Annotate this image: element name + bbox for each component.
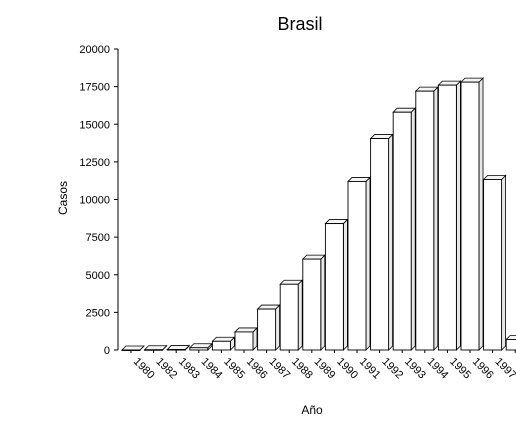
- x-tick-label: 1994: [425, 356, 451, 382]
- x-tick-label: 1988: [289, 356, 315, 382]
- bar: [369, 133, 394, 351]
- bar: [347, 176, 371, 351]
- bars-group: [121, 77, 516, 351]
- x-tick-label: 1996: [470, 356, 496, 382]
- bar-front: [415, 90, 435, 351]
- chart-title: Brasil: [277, 14, 322, 34]
- bar-top: [188, 343, 213, 349]
- x-tick-label: 1989: [312, 356, 338, 382]
- x-tick-label: 1987: [266, 356, 292, 382]
- bar: [166, 344, 191, 351]
- bar: [324, 218, 349, 351]
- bar-front: [460, 81, 480, 351]
- x-tick-label: 1990: [334, 356, 360, 382]
- bar-front: [189, 347, 209, 351]
- x-tick-label: 1993: [402, 356, 428, 382]
- bar-side: [388, 133, 394, 351]
- bar-front: [166, 349, 186, 351]
- bar-side: [320, 254, 326, 351]
- bar-top: [482, 175, 507, 180]
- bar-front: [347, 180, 367, 351]
- bar-top: [211, 336, 236, 342]
- bar-side: [501, 174, 507, 351]
- bar-side: [478, 77, 484, 351]
- bar-side: [297, 279, 303, 351]
- x-tick-label: 1982: [153, 356, 179, 382]
- bar-top: [460, 77, 484, 83]
- bar: [234, 326, 258, 351]
- y-tick-label: 12500: [79, 157, 110, 169]
- bar-side: [410, 107, 416, 351]
- bar-front: [483, 179, 503, 351]
- bar: [392, 107, 417, 351]
- bar-front: [257, 308, 277, 351]
- x-tick-label: 1997: [492, 356, 516, 382]
- y-tick-label: 7500: [86, 232, 110, 244]
- bar-top: [301, 254, 326, 260]
- bar-front: [211, 340, 231, 351]
- bar: [414, 86, 439, 351]
- bar: [279, 279, 304, 351]
- bar: [188, 342, 213, 351]
- bar: [211, 336, 236, 351]
- y-axis-label: Casos: [56, 181, 70, 215]
- bar: [301, 254, 326, 351]
- bar-front: [505, 339, 516, 351]
- x-tick-label: 1984: [199, 356, 225, 382]
- x-tick-label: 1995: [447, 356, 473, 382]
- bar-side: [433, 86, 439, 351]
- bar: [505, 335, 516, 351]
- x-tick-label: 1985: [221, 356, 247, 382]
- bar: [121, 345, 145, 351]
- bar-top: [347, 177, 371, 182]
- y-tick-label: 15000: [79, 119, 110, 131]
- bar: [256, 304, 281, 351]
- x-tick-label: 1983: [176, 356, 202, 382]
- y-tick-label: 17500: [79, 82, 110, 94]
- bar-front: [392, 111, 412, 351]
- y-tick-label: 10000: [79, 195, 110, 207]
- bar-side: [455, 80, 461, 351]
- bar: [482, 174, 507, 351]
- bar-top: [234, 327, 258, 333]
- bar-front: [324, 223, 344, 351]
- x-tick-label: 1980: [131, 356, 157, 382]
- y-tick-label: 0: [104, 345, 110, 357]
- bar-top: [121, 345, 145, 351]
- x-axis-label: Año: [301, 403, 323, 417]
- bar-front: [279, 283, 299, 351]
- bar-front: [234, 331, 254, 351]
- bar-top: [166, 345, 191, 350]
- bar-front: [370, 138, 390, 351]
- y-tick-label: 20000: [79, 44, 110, 56]
- bar-top: [279, 279, 304, 285]
- bar-side: [365, 176, 371, 351]
- bar-front: [302, 258, 322, 351]
- bar-front: [437, 84, 457, 351]
- x-tick-label: 1986: [244, 356, 270, 382]
- bar: [460, 77, 484, 351]
- bar-side: [275, 304, 281, 351]
- bar-top: [392, 107, 417, 113]
- bar-top: [143, 345, 168, 351]
- y-tick-label: 5000: [86, 270, 110, 282]
- bar: [143, 344, 168, 351]
- bar-top: [256, 304, 281, 310]
- bar: [437, 80, 462, 351]
- bar-top: [505, 335, 516, 340]
- bar-top: [324, 219, 349, 224]
- x-tick-label: 1991: [357, 356, 383, 382]
- x-tick-label: 1992: [379, 356, 405, 382]
- bar-top: [414, 86, 439, 92]
- bar-side: [342, 218, 348, 351]
- y-tick-label: 2500: [86, 307, 110, 319]
- bar-top: [437, 80, 462, 86]
- bar-top: [369, 134, 394, 139]
